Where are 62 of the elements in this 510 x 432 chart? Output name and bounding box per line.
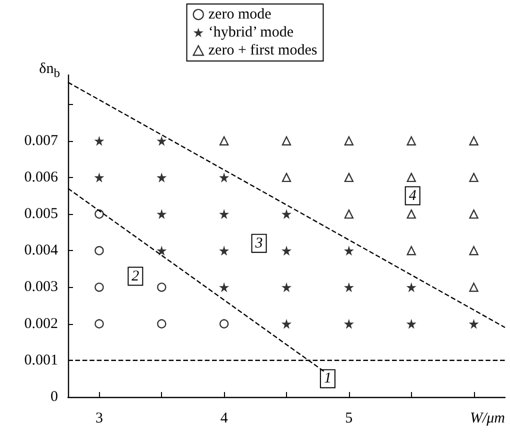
x-tick-label: 3 (95, 410, 103, 426)
y-tick-label: 0.007 (24, 132, 58, 149)
point (406, 209, 416, 219)
point (469, 246, 478, 256)
point (344, 282, 354, 292)
point (344, 209, 354, 219)
point (94, 136, 104, 146)
legend-label: zero mode (208, 6, 272, 22)
y-axis-title: δn$_{b}$ (38, 61, 60, 81)
point (406, 282, 416, 292)
x-tick-label: 4 (220, 410, 228, 426)
y-tick-label: 0.004 (24, 242, 58, 259)
point (219, 282, 230, 292)
point (94, 282, 104, 292)
point (406, 246, 416, 256)
legend-label: zero + first modes (208, 42, 318, 58)
point (282, 136, 292, 146)
point (469, 282, 478, 292)
point (156, 209, 167, 220)
point (282, 246, 292, 256)
point (94, 246, 104, 256)
point (469, 136, 478, 146)
y-tick-label: 0.001 (24, 352, 58, 368)
point (282, 172, 292, 182)
y-tick-label: 0.002 (24, 316, 58, 332)
point (282, 318, 292, 329)
annotation: 3 (254, 235, 263, 252)
point (282, 209, 292, 220)
point (406, 318, 416, 329)
point (94, 209, 104, 219)
point (282, 282, 292, 292)
point (344, 136, 354, 146)
point (157, 282, 166, 292)
point (94, 319, 104, 328)
point (156, 136, 167, 146)
point (219, 136, 229, 146)
x-axis-title: W/μm (470, 410, 506, 426)
annotation: 4 (408, 188, 417, 204)
point (156, 246, 167, 256)
point (157, 319, 166, 328)
annotation: 1 (324, 370, 332, 387)
point (469, 172, 478, 182)
point (468, 318, 479, 329)
point (94, 172, 104, 182)
point (406, 172, 416, 182)
y-tick-label: 0.005 (24, 206, 58, 222)
y-tick-label: 0.003 (24, 279, 58, 296)
legend-label: ‘hybrid’ mode (208, 24, 294, 40)
x-tick-label: 5 (345, 410, 353, 426)
point (406, 136, 416, 146)
y-tick-label: 0 (50, 389, 58, 405)
point (219, 172, 230, 182)
annotation: 2 (132, 268, 140, 284)
point (219, 246, 230, 256)
point (219, 319, 229, 328)
y-tick-label: 0.006 (24, 169, 58, 186)
point (469, 209, 478, 219)
point (344, 246, 354, 256)
point (156, 172, 167, 182)
point (219, 209, 230, 220)
point (344, 172, 354, 182)
point (344, 318, 354, 329)
